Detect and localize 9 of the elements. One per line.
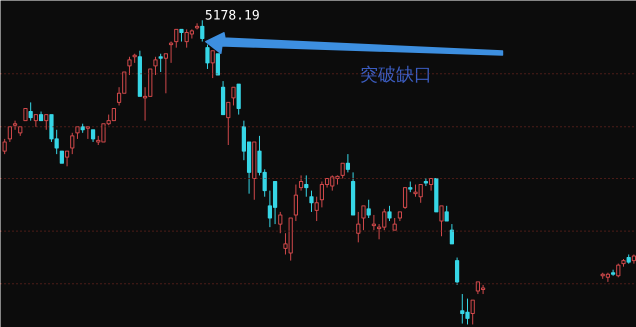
candlestick bbox=[132, 53, 137, 64]
candlestick bbox=[304, 174, 308, 198]
candlestick bbox=[314, 196, 319, 222]
annotation: 突破缺口 bbox=[360, 64, 432, 86]
annotation: 5178.19 bbox=[204, 8, 260, 24]
candlestick bbox=[158, 53, 163, 72]
candlestick bbox=[356, 211, 360, 243]
candlestick bbox=[309, 190, 314, 212]
candlestick bbox=[294, 184, 298, 222]
